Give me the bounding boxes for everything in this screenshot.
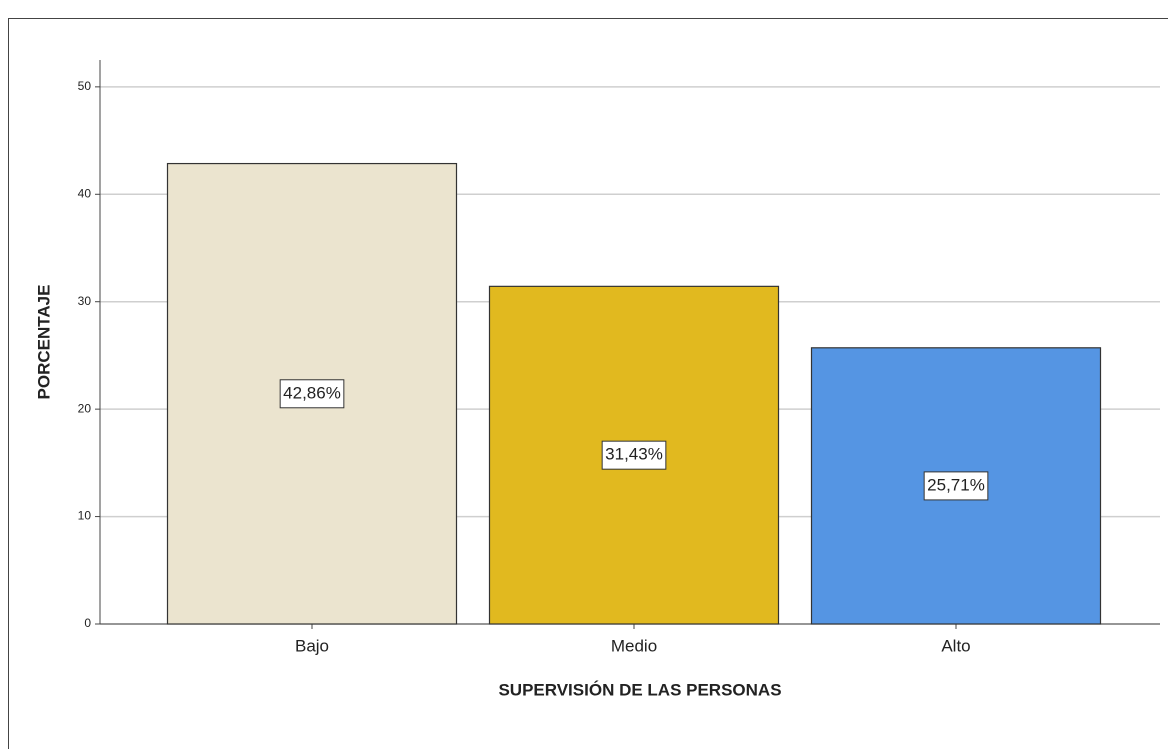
value-label: 31,43% bbox=[605, 445, 663, 464]
x-tick-label: Medio bbox=[611, 636, 657, 655]
value-label-box bbox=[923, 471, 989, 501]
x-tick-label: Bajo bbox=[295, 636, 329, 655]
y-axis-title: PORCENTAJE bbox=[34, 285, 53, 400]
y-tick-label: 0 bbox=[84, 616, 91, 630]
value-label-box bbox=[601, 440, 667, 470]
y-tick-label: 20 bbox=[78, 401, 92, 415]
x-tick-label: Alto bbox=[941, 636, 970, 655]
value-label: 42,86% bbox=[283, 383, 341, 402]
x-axis-title: SUPERVISIÓN DE LAS PERSONAS bbox=[498, 680, 781, 699]
y-tick-label: 50 bbox=[78, 79, 92, 93]
y-tick-label: 10 bbox=[78, 509, 92, 523]
value-label: 25,71% bbox=[927, 475, 985, 494]
value-label-box bbox=[279, 379, 345, 409]
y-tick-label: 30 bbox=[78, 294, 92, 308]
y-tick-label: 40 bbox=[78, 186, 92, 200]
